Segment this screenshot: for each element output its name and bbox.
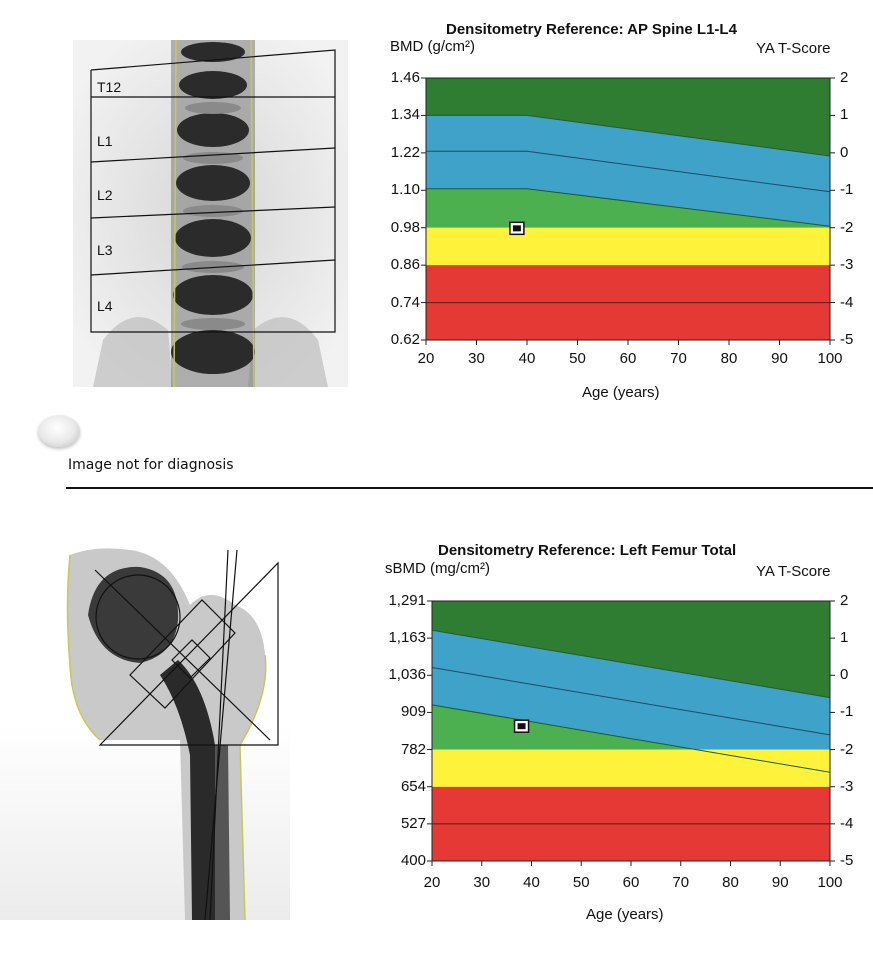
femur-y2-tick-label: -1 (840, 703, 854, 721)
spine-y-tick-label: 1.22 (390, 143, 420, 161)
femur-y2-tick-label: -2 (840, 740, 854, 758)
femur-band-0 (432, 601, 830, 698)
bullet-icon (38, 415, 80, 447)
femur-x-tick-label: 50 (572, 874, 590, 891)
femur-line-blue-mid-line (431, 667, 831, 736)
femur-scan-image (0, 548, 290, 920)
image-caption: Image not for diagnosis (68, 457, 234, 473)
femur-chart-title: Densitometry Reference: Left Femur Total (438, 542, 737, 559)
spine-x-tick-label: 50 (569, 350, 586, 367)
femur-y2-tick-label: 2 (840, 592, 849, 609)
spine-line-blue-lightgreen (426, 188, 831, 227)
spine-y-tick-label: 0.86 (390, 256, 420, 274)
spine-y2-tick-label: -2 (840, 218, 854, 236)
spine-y2-tick-label: 1 (840, 106, 849, 124)
spine-scan-image: T12 L1 L2 L3 L4 (73, 40, 348, 387)
spine-x-tick-label: 30 (468, 350, 485, 367)
spine-y2-axis-label: YA T-Score (756, 40, 831, 57)
spine-y-axis-label: BMD (g/cm²) (390, 38, 475, 55)
section-divider (66, 487, 873, 489)
spine-patient-marker-core (512, 225, 521, 232)
spine-y2-tick-label: 0 (840, 143, 849, 161)
femur-y-tick-label: 654 (400, 777, 426, 795)
femur-y-tick-label: 1,291 (388, 592, 426, 609)
spine-label-l2: L2 (97, 187, 113, 203)
spine-label-l1: L1 (97, 133, 113, 149)
spine-chart-title: Densitometry Reference: AP Spine L1-L4 (446, 21, 737, 38)
spine-y-tick-label: 0.62 (390, 331, 420, 348)
spine-y-tick-label: 1.46 (390, 69, 420, 86)
femur-line-green-blue (431, 629, 831, 699)
spine-band-2 (426, 188, 830, 228)
femur-x-tick-label: 20 (423, 874, 441, 891)
spine-y2-tick-label: -3 (840, 256, 854, 274)
femur-x-tick-label: 80 (722, 874, 739, 891)
femur-y-tick-label: 1,163 (388, 629, 426, 647)
femur-x-tick-label: 70 (672, 874, 690, 891)
femur-y2-tick-label: -4 (840, 814, 854, 832)
spine-x-tick-label: 90 (771, 350, 788, 367)
spine-y2-tick-label: -4 (840, 293, 854, 311)
femur-x-tick-label: 100 (817, 874, 843, 891)
femur-y2-axis-label: YA T-Score (756, 563, 831, 580)
spine-x-tick-label: 20 (417, 350, 435, 367)
spine-band-3 (426, 227, 830, 266)
spine-y-tick-label: 0.74 (390, 293, 420, 311)
femur-y-tick-label: 400 (400, 852, 426, 869)
femur-y-tick-label: 782 (400, 740, 426, 758)
femur-patient-marker-core (517, 723, 526, 730)
spine-line-green-blue (426, 114, 831, 157)
femur-band-3 (432, 749, 830, 787)
spine-x-tick-label: 100 (817, 350, 843, 367)
spine-x-tick-label: 60 (619, 350, 637, 367)
femur-band-2 (432, 704, 830, 773)
spine-x-tick-label: 70 (670, 350, 687, 367)
spine-y2-tick-label: 2 (840, 69, 849, 86)
femur-y-axis-label: sBMD (mg/cm²) (385, 560, 490, 577)
femur-y2-tick-label: 0 (840, 666, 849, 684)
spine-y-tick-label: 1.34 (390, 106, 420, 124)
spine-y2-tick-label: -1 (840, 181, 854, 199)
femur-y-tick-label: 909 (400, 703, 426, 721)
spine-label-l4: L4 (97, 298, 113, 314)
femur-line-blue-lightgreen (431, 704, 831, 773)
femur-x-tick-label: 40 (523, 874, 540, 891)
femur-y2-tick-label: 1 (840, 629, 849, 647)
femur-y2-tick-label: -5 (840, 852, 854, 869)
femur-x-tick-label: 30 (473, 874, 491, 891)
spine-label-l3: L3 (97, 242, 113, 258)
femur-x-tick-label: 60 (622, 874, 640, 891)
spine-line-blue-mid-line (426, 150, 831, 193)
femur-x-axis-label: Age (years) (586, 906, 664, 923)
femur-x-tick-label: 90 (771, 874, 789, 891)
spine-band-1 (426, 115, 830, 227)
spine-label-t12: T12 (97, 79, 121, 95)
spine-y-tick-label: 1.10 (390, 181, 420, 199)
spine-band-0 (426, 78, 830, 156)
femur-y-tick-label: 1,036 (388, 666, 426, 684)
femur-y-tick-label: 527 (400, 814, 426, 832)
spine-y-tick-label: 0.98 (390, 218, 420, 236)
femur-y2-tick-label: -3 (840, 777, 854, 795)
spine-x-axis-label: Age (years) (582, 384, 660, 401)
spine-x-tick-label: 40 (518, 350, 536, 367)
spine-y2-tick-label: -5 (840, 331, 854, 348)
spine-x-tick-label: 80 (720, 350, 738, 367)
